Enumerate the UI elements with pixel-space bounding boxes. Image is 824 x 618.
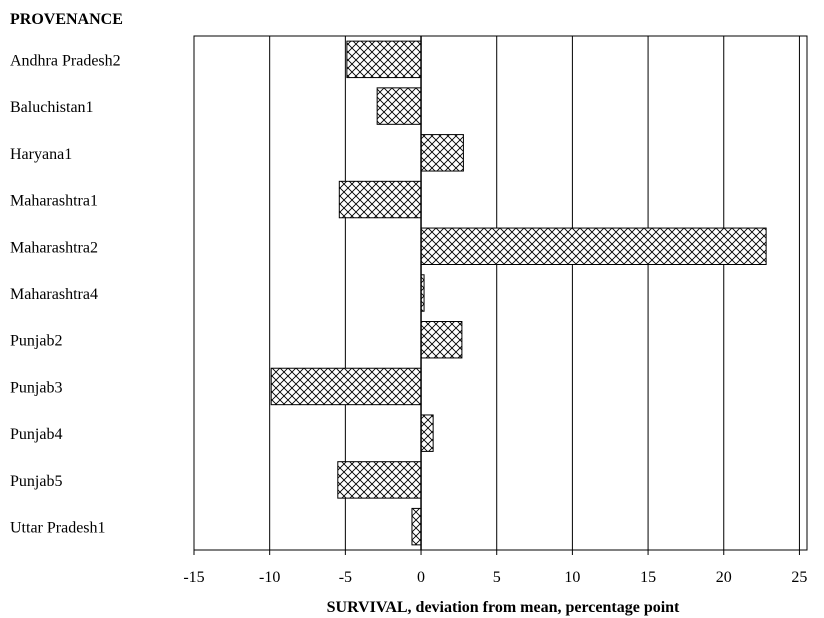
category-label-10: Uttar Pradesh1 [10, 520, 106, 537]
bar-3 [338, 180, 422, 219]
bar-6 [420, 321, 463, 359]
x-tick-label-3: 0 [417, 569, 425, 586]
category-label-5: Maharashtra4 [10, 286, 98, 303]
x-tick-labels: -15 -10 -5 0 5 10 15 20 25 [183, 550, 807, 586]
x-tick-label-5: 10 [564, 569, 580, 586]
bar-10 [411, 507, 422, 546]
bar-0 [346, 40, 422, 79]
category-label-7: Punjab3 [10, 379, 62, 396]
x-axis-title: SURVIVAL, deviation from mean, percentag… [327, 599, 680, 616]
category-label-4: Maharashtra2 [10, 239, 98, 256]
x-tick-label-7: 20 [716, 569, 732, 586]
x-tick-label-8: 25 [791, 569, 807, 586]
category-label-9: Punjab5 [10, 473, 62, 490]
category-label-0: Andhra Pradesh2 [10, 52, 121, 69]
bar-1 [376, 87, 422, 125]
x-tick-label-1: -10 [259, 569, 280, 586]
category-axis-title: PROVENANCE [10, 11, 123, 28]
bar-9 [337, 461, 422, 499]
category-label-1: Baluchistan1 [10, 99, 94, 116]
category-label-3: Maharashtra1 [10, 193, 98, 210]
bar-4 [420, 227, 767, 265]
x-tick-label-4: 5 [493, 569, 501, 586]
category-label-8: Punjab4 [10, 426, 62, 443]
category-label-2: Haryana1 [10, 146, 72, 163]
bars [270, 40, 767, 546]
bar-2 [420, 134, 464, 172]
plot-area [193, 35, 808, 551]
x-tick-label-2: -5 [339, 569, 352, 586]
bar-8 [420, 414, 434, 452]
category-labels: Andhra Pradesh2 Baluchistan1 Haryana1 Mahar… [10, 52, 121, 536]
gridlines [269, 36, 800, 550]
category-label-6: Punjab2 [10, 333, 62, 350]
x-tick-label-6: 15 [640, 569, 656, 586]
bar-7 [270, 367, 422, 406]
x-tick-label-0: -15 [183, 569, 204, 586]
